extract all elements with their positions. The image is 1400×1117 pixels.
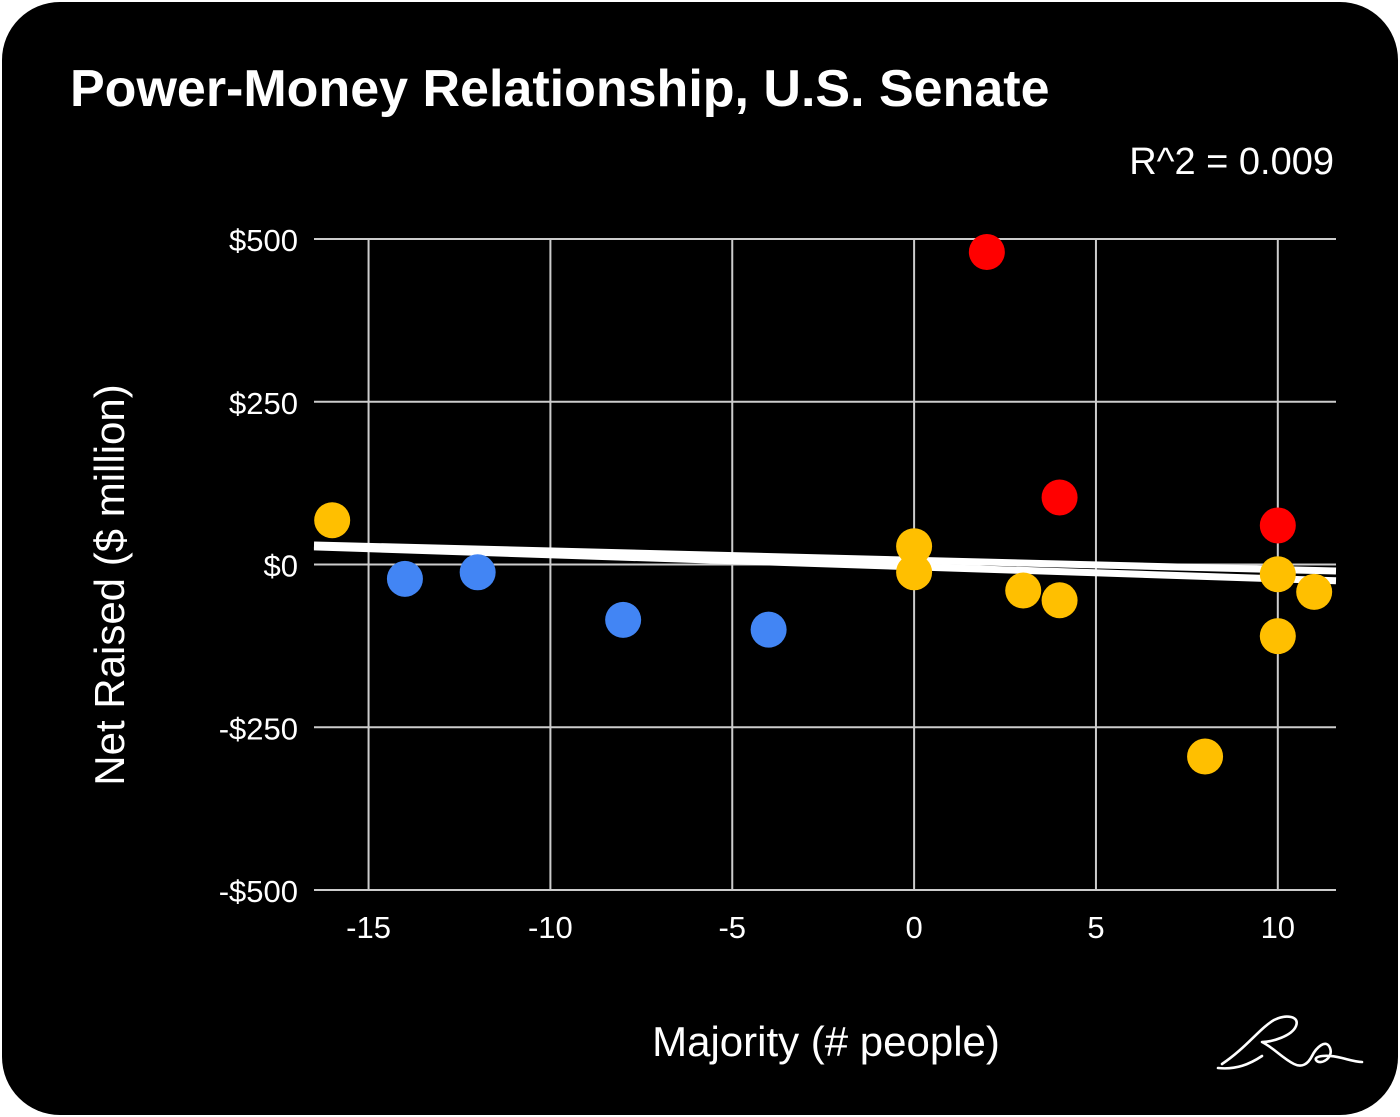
data-point: [1005, 572, 1042, 609]
x-tick-label: 10: [1261, 910, 1295, 945]
x-axis-label: Majority (# people): [652, 1018, 1000, 1065]
handwritten-signature-icon: [1216, 1015, 1364, 1070]
y-tick-label: -$500: [219, 874, 298, 909]
data-point: [1041, 479, 1078, 516]
trendline: [313, 541, 1337, 575]
data-point: [1041, 582, 1078, 619]
data-point: [1296, 573, 1333, 610]
data-point: [896, 554, 933, 591]
data-points: [314, 234, 1333, 775]
x-tick-label: -15: [346, 910, 391, 945]
y-tick-labels: $500 $250 $0 -$250 -$500: [219, 223, 298, 909]
data-point: [1259, 556, 1296, 593]
y-tick-label: $250: [229, 386, 298, 421]
x-tick-labels: -15 -10 -5 0 5 10: [346, 910, 1295, 945]
x-tick-label: 5: [1087, 910, 1104, 945]
r-squared-annotation: R^2 = 0.009: [1129, 141, 1334, 183]
y-tick-label: $0: [264, 549, 298, 584]
y-axis-label: Net Raised ($ million): [86, 384, 133, 785]
data-point: [1187, 738, 1224, 775]
data-point: [386, 560, 423, 597]
data-point: [605, 601, 642, 638]
data-point: [459, 554, 496, 591]
data-point: [1259, 507, 1296, 544]
y-tick-label: -$250: [219, 711, 298, 746]
x-tick-label: -10: [528, 910, 573, 945]
chart-title: Power-Money Relationship, U.S. Senate: [70, 60, 1050, 118]
data-point: [896, 528, 933, 565]
data-point: [1259, 618, 1296, 655]
x-tick-label: 0: [905, 910, 922, 945]
y-tick-label: $500: [229, 223, 298, 258]
data-point: [314, 502, 351, 539]
trendlines: [313, 541, 1337, 585]
data-point: [750, 611, 787, 648]
data-point: [968, 234, 1005, 271]
x-tick-label: -5: [718, 910, 746, 945]
